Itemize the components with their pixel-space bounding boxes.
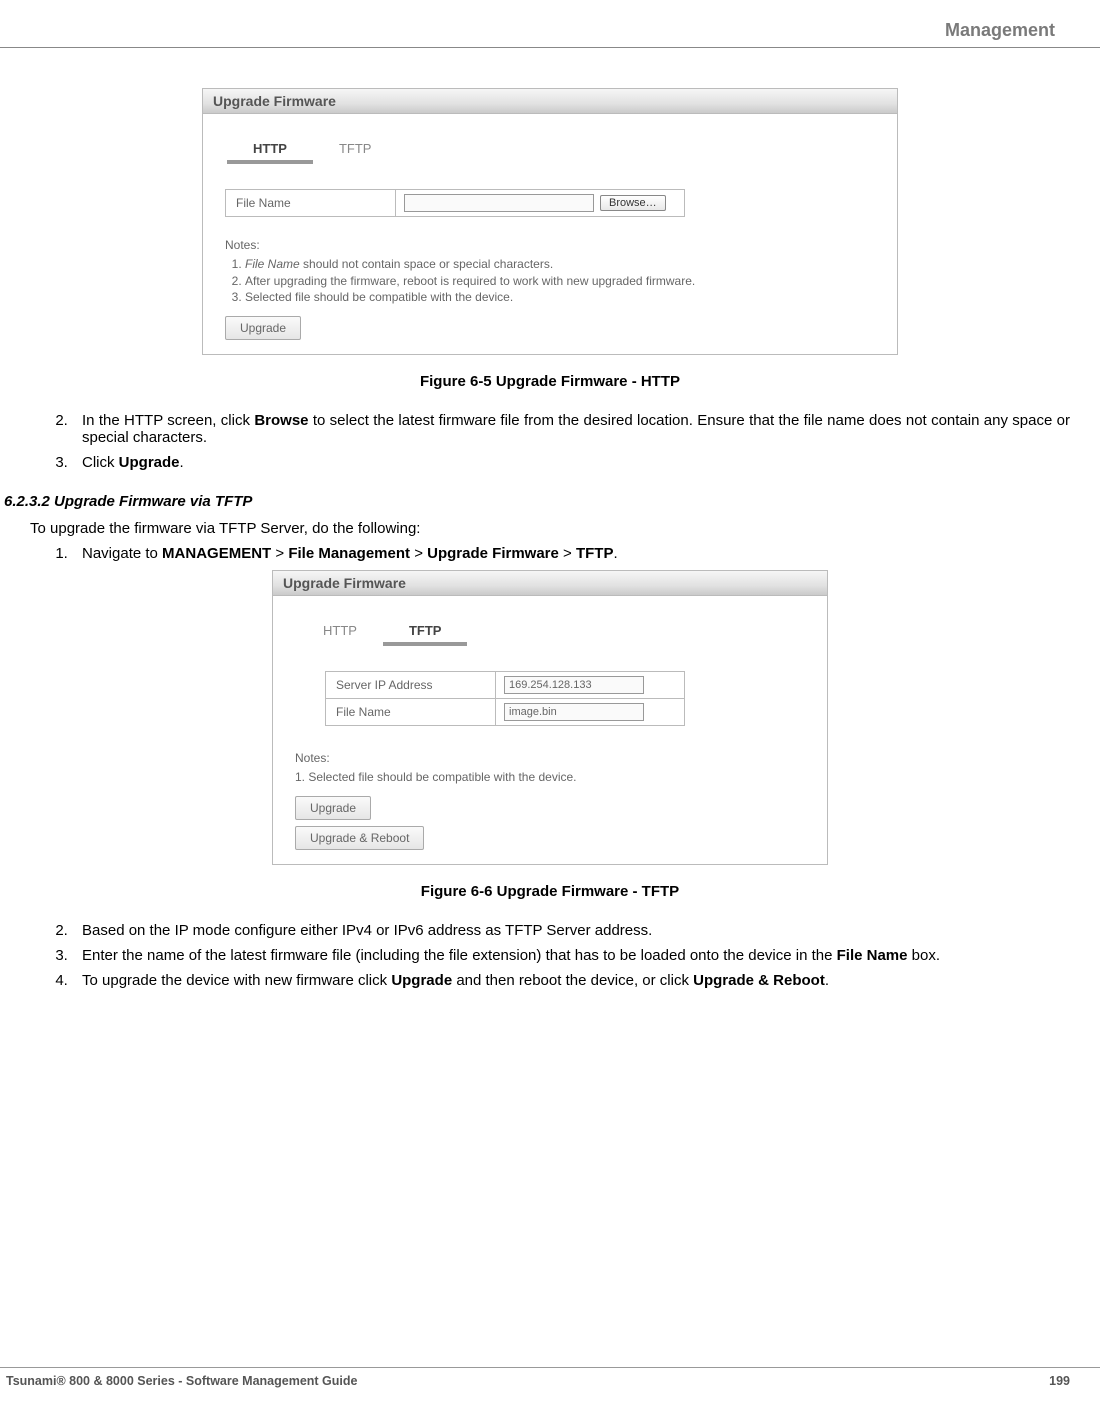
tab-tftp[interactable]: TFTP [383, 615, 468, 646]
instruction-step: Enter the name of the latest firmware fi… [72, 947, 1070, 964]
notes-title: Notes: [295, 750, 813, 767]
page-header-section: Management [0, 20, 1100, 41]
upgrade-button[interactable]: Upgrade [225, 316, 301, 340]
note-item: 1. Selected file should be compatible wi… [295, 769, 813, 786]
notes-title: Notes: [225, 237, 883, 254]
dialog-title: Upgrade Firmware [273, 571, 827, 596]
instruction-step: Based on the IP mode configure either IP… [72, 922, 1070, 939]
upgrade-button[interactable]: Upgrade [295, 796, 371, 820]
header-divider [0, 47, 1100, 48]
section-heading: 6.2.3.2 Upgrade Firmware via TFTP [0, 493, 1100, 510]
notes-block: Notes: File Name should not contain spac… [225, 237, 883, 306]
instruction-step: Click Upgrade. [72, 454, 1070, 471]
tab-bar: HTTP TFTP [227, 132, 883, 163]
dialog-title: Upgrade Firmware [203, 89, 897, 114]
tab-http[interactable]: HTTP [297, 615, 383, 646]
figure-caption: Figure 6-5 Upgrade Firmware - HTTP [0, 373, 1100, 390]
instruction-step: In the HTTP screen, click Browse to sele… [72, 412, 1070, 446]
note-item: Selected file should be compatible with … [245, 289, 883, 306]
file-name-input[interactable] [404, 194, 594, 212]
file-name-label: File Name [326, 699, 496, 725]
page-number: 199 [1049, 1374, 1070, 1388]
server-ip-input[interactable] [504, 676, 644, 694]
figure-caption: Figure 6-6 Upgrade Firmware - TFTP [0, 883, 1100, 900]
browse-button[interactable]: Browse… [600, 195, 666, 211]
page-footer: Tsunami® 800 & 8000 Series - Software Ma… [0, 1367, 1100, 1388]
file-name-label: File Name [226, 190, 396, 216]
upgrade-firmware-http-dialog: Upgrade Firmware HTTP TFTP File Name Bro… [202, 88, 898, 355]
tab-http[interactable]: HTTP [227, 133, 313, 164]
note-item: File Name should not contain space or sp… [245, 256, 883, 273]
instruction-step: Navigate to MANAGEMENT > File Management… [72, 545, 1070, 562]
instruction-step: To upgrade the device with new firmware … [72, 972, 1070, 989]
upgrade-firmware-tftp-dialog: Upgrade Firmware HTTP TFTP Server IP Add… [272, 570, 828, 865]
note-item: After upgrading the firmware, reboot is … [245, 273, 883, 290]
file-name-input[interactable] [504, 703, 644, 721]
tab-tftp[interactable]: TFTP [313, 133, 398, 164]
tab-bar: HTTP TFTP [297, 614, 813, 645]
notes-block: Notes: 1. Selected file should be compat… [295, 750, 813, 786]
upgrade-reboot-button[interactable]: Upgrade & Reboot [295, 826, 424, 850]
footer-doc-title: Tsunami® 800 & 8000 Series - Software Ma… [6, 1374, 357, 1388]
server-ip-label: Server IP Address [326, 672, 496, 698]
intro-paragraph: To upgrade the firmware via TFTP Server,… [30, 520, 1070, 537]
